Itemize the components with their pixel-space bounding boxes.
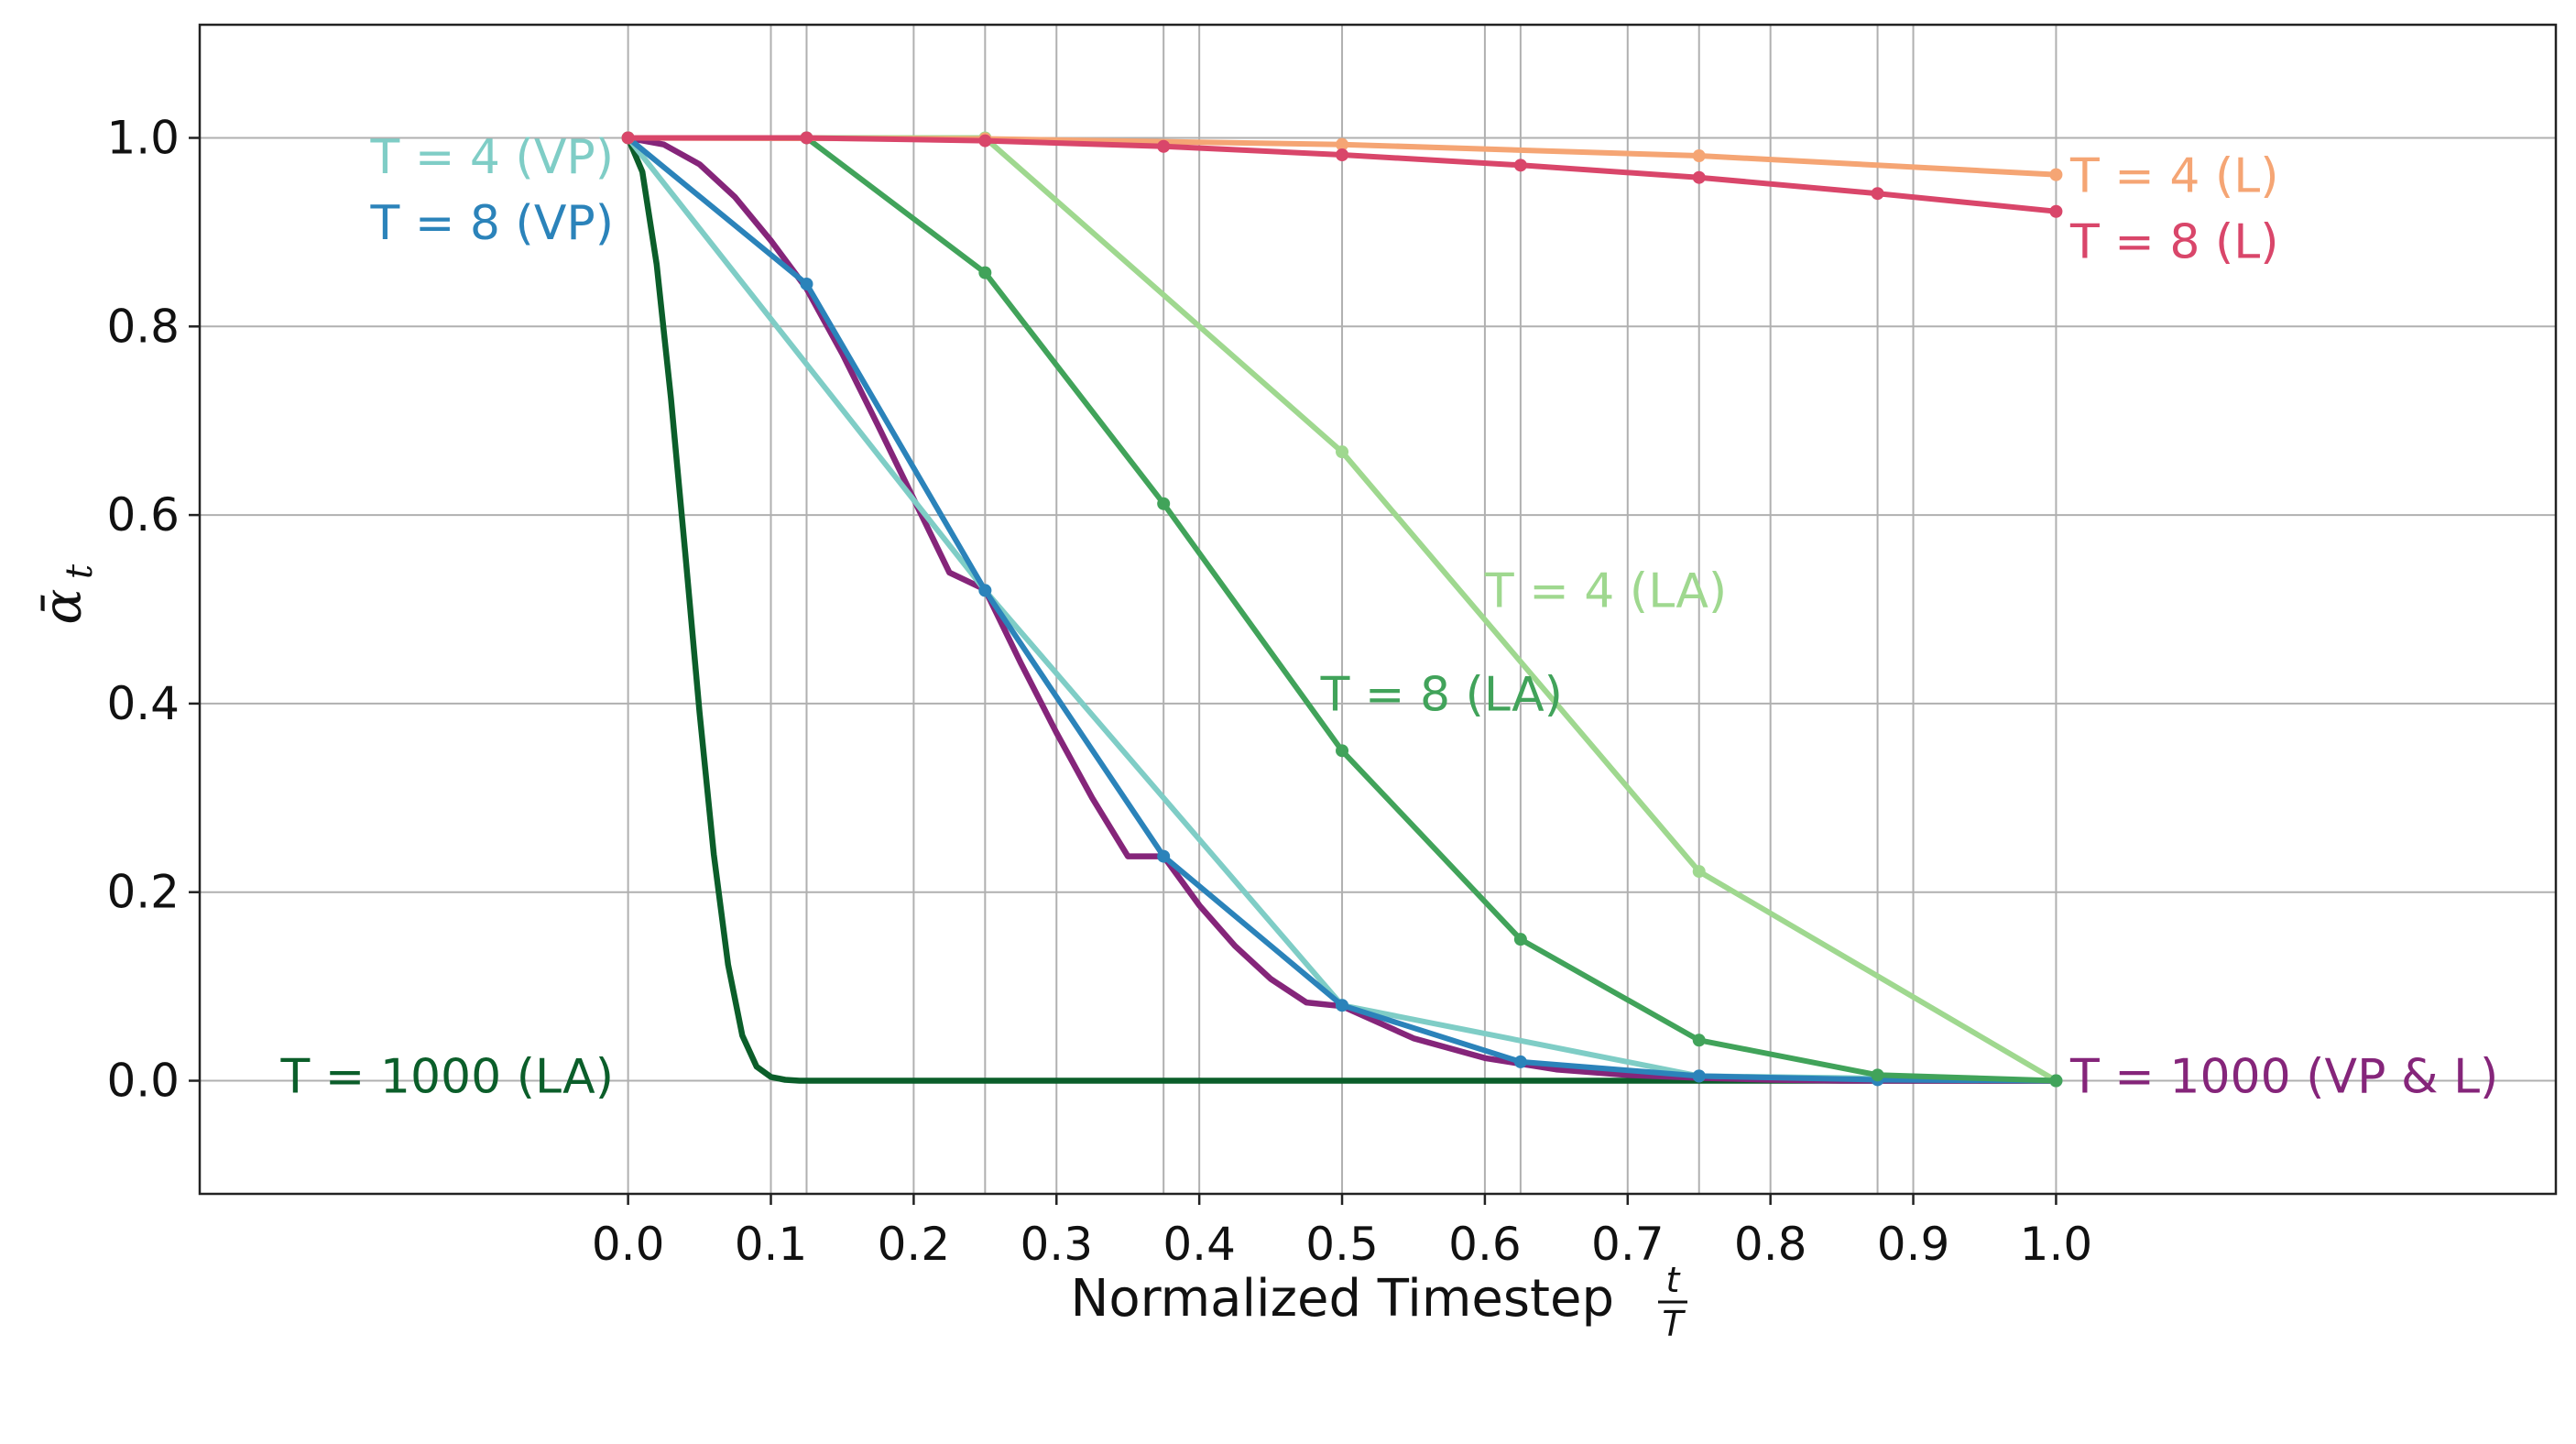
x-tick-label: 0.7 — [1591, 1218, 1665, 1271]
plot-frame — [198, 23, 2558, 1196]
series-label: T = 1000 (VP & L) — [2069, 1049, 2498, 1104]
data-point — [1871, 187, 1884, 201]
x-tick-label: 0.8 — [1734, 1218, 1807, 1271]
x-tick-label: 0.4 — [1162, 1218, 1236, 1271]
data-point — [1871, 1068, 1884, 1082]
data-point — [1157, 849, 1171, 863]
data-point — [1157, 497, 1171, 510]
y-tick-label: 0.8 — [106, 300, 180, 353]
data-point — [800, 131, 813, 145]
gridlines — [200, 25, 2556, 1194]
data-point — [1692, 1034, 1706, 1047]
series-label: T = 1000 (LA) — [279, 1049, 614, 1104]
series-t-1000-la — [625, 135, 2059, 1084]
y-axis-label: ᾱ t — [31, 563, 101, 625]
y-axis-label-subscript: t — [59, 563, 101, 579]
data-point — [1692, 865, 1706, 879]
series-label: T = 8 (L) — [2069, 215, 2279, 270]
data-point — [2049, 1074, 2063, 1088]
data-point — [978, 134, 992, 148]
data-point — [978, 584, 992, 597]
data-point — [1513, 159, 1527, 172]
data-point — [978, 266, 992, 279]
series-label: T = 8 (VP) — [370, 196, 615, 251]
y-axis-ticks: 0.0 0.2 0.4 0.6 0.8 1.0 — [106, 111, 200, 1108]
x-tick-label: 0.6 — [1448, 1218, 1522, 1271]
series-label: T = 4 (VP) — [370, 130, 615, 185]
data-point — [1513, 1055, 1527, 1068]
y-tick-label: 0.2 — [106, 866, 180, 919]
y-tick-label: 0.6 — [106, 488, 180, 542]
data-point — [1336, 744, 1349, 758]
data-point — [2049, 168, 2063, 181]
data-point — [1336, 999, 1349, 1012]
data-point — [1513, 933, 1527, 946]
x-tick-label: 0.2 — [878, 1218, 951, 1271]
series-layer — [621, 131, 2063, 1088]
data-point — [1336, 137, 1349, 151]
y-tick-label: 0.4 — [106, 677, 180, 730]
y-axis-label-text: ᾱ — [31, 588, 93, 624]
series-t-8-l — [621, 131, 2063, 218]
y-tick-label: 1.0 — [106, 111, 180, 164]
x-axis-label-fraction-numerator: t — [1666, 1260, 1682, 1300]
series-annotations: T = 4 (VP) T = 8 (VP) T = 1000 (LA) T = 4 (… — [279, 130, 2498, 1104]
data-point — [2049, 204, 2063, 218]
data-point — [1692, 1069, 1706, 1083]
x-axis-label: Normalized Timestep t T — [1070, 1260, 1687, 1344]
data-point — [800, 277, 813, 290]
x-axis-ticks: 0.0 0.1 0.2 0.3 0.4 0.5 0.6 0.7 0.8 0.9 1.0 — [592, 1194, 2092, 1271]
x-axis-label-fraction-denominator: T — [1662, 1304, 1686, 1344]
series-label: T = 4 (L) — [2069, 149, 2279, 204]
x-tick-label: 1.0 — [2020, 1218, 2093, 1271]
series-label: T = 4 (LA) — [1484, 563, 1727, 618]
series-label: T = 8 (LA) — [1320, 668, 1563, 723]
x-tick-label: 0.0 — [592, 1218, 665, 1271]
y-tick-label: 0.0 — [106, 1055, 180, 1108]
x-tick-label: 0.1 — [735, 1218, 808, 1271]
data-point — [1336, 148, 1349, 162]
x-axis-label-text: Normalized Timestep — [1070, 1269, 1614, 1329]
x-tick-label: 0.3 — [1021, 1218, 1094, 1271]
data-point — [1336, 445, 1349, 459]
data-point — [1692, 149, 1706, 163]
data-point — [1692, 170, 1706, 184]
series-line — [625, 135, 2059, 1084]
data-point — [621, 131, 635, 145]
x-tick-label: 0.9 — [1877, 1218, 1950, 1271]
x-tick-label: 0.5 — [1305, 1218, 1379, 1271]
data-point — [1157, 139, 1171, 153]
